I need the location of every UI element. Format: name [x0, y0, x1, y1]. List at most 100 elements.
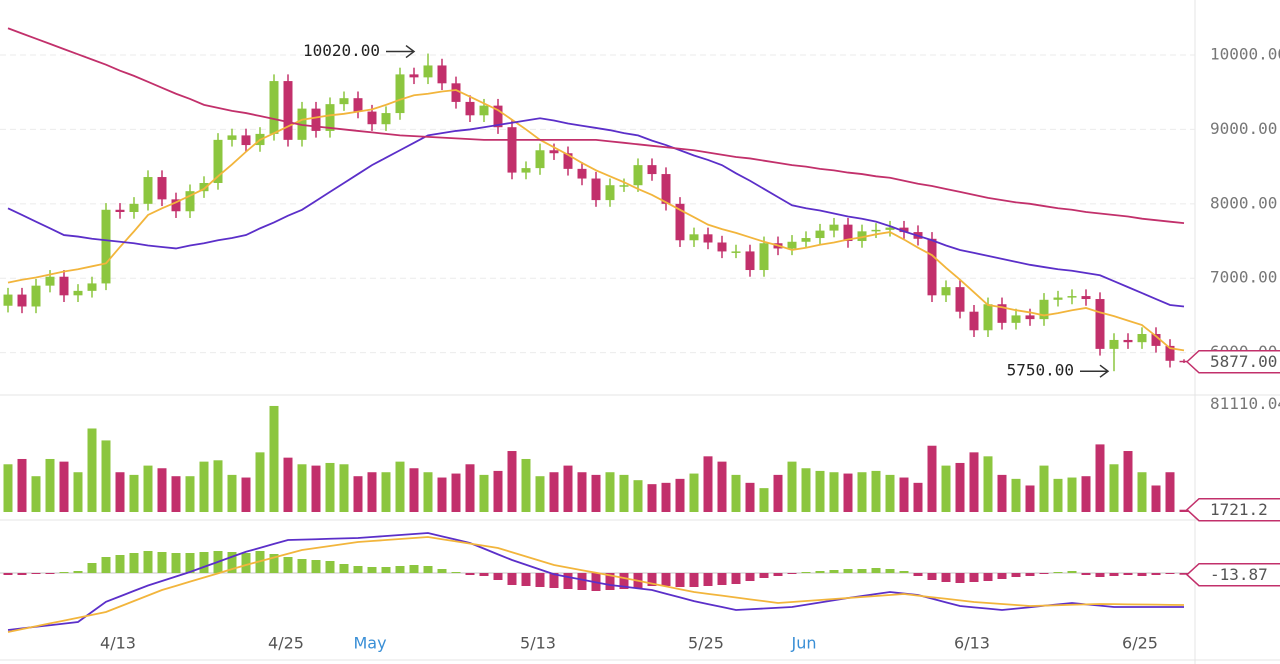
macd-histogram: [647, 573, 657, 586]
macd-histogram: [381, 567, 391, 573]
macd-histogram: [1025, 573, 1035, 576]
volume-bar: [157, 468, 167, 512]
volume-bar: [885, 474, 895, 512]
candle-body: [885, 227, 895, 230]
macd-histogram: [983, 573, 993, 581]
candle-body: [997, 304, 1007, 323]
candle-body: [577, 168, 587, 179]
candle-body: [619, 185, 629, 187]
macd-histogram: [3, 573, 13, 575]
volume-bar: [87, 428, 97, 512]
volume-bar: [675, 478, 685, 512]
volume-bar: [283, 457, 293, 512]
macd-histogram: [45, 573, 55, 574]
candle-body: [199, 182, 209, 192]
volume-bar: [1011, 478, 1021, 512]
candle-body: [437, 65, 447, 84]
candle-body: [703, 234, 713, 243]
y-tick-label: 8000.00: [1210, 193, 1277, 212]
macd-histogram: [297, 559, 307, 573]
annotation-arrowhead: [1099, 364, 1110, 378]
volume-bar: [423, 472, 433, 512]
macd-histogram: [171, 553, 181, 573]
candle-body: [1067, 296, 1077, 298]
macd-histogram: [535, 573, 545, 587]
value-tag: [1185, 562, 1280, 587]
volume-bar: [563, 465, 573, 512]
y-tick-label: 10000.00: [1210, 45, 1280, 64]
volume-bar: [899, 477, 909, 512]
volume-bar: [409, 468, 419, 512]
volume-bar: [1151, 485, 1161, 512]
candle-body: [423, 65, 433, 78]
x-tick-label: 5/13: [520, 634, 556, 653]
x-tick-label: 5/25: [688, 634, 724, 653]
volume-bar: [591, 474, 601, 512]
macd-histogram: [1151, 573, 1161, 575]
candle-body: [367, 111, 377, 125]
candle-body: [871, 229, 881, 232]
macd-histogram: [395, 566, 405, 573]
macd-histogram: [199, 552, 209, 573]
candle-body: [381, 113, 391, 125]
candle-body: [409, 74, 419, 78]
candle-body: [955, 287, 965, 312]
volume-bar: [3, 464, 13, 512]
volume-bar: [1165, 472, 1175, 512]
candle-body: [157, 177, 167, 200]
volume-bar: [815, 470, 825, 512]
candle-body: [1109, 339, 1119, 349]
macd-histogram: [1165, 573, 1175, 574]
macd-histogram: [143, 551, 153, 573]
volume-bar: [59, 461, 69, 512]
volume-bar: [941, 465, 951, 512]
volume-bar: [955, 462, 965, 512]
volume-bar: [997, 474, 1007, 512]
indicator-line: [7, 89, 1185, 352]
volume-bar: [45, 458, 55, 512]
candle-body: [311, 108, 321, 131]
candle-body: [465, 101, 475, 116]
macd-histogram: [731, 573, 741, 584]
volume-bar: [1109, 464, 1119, 512]
candle-body: [521, 168, 531, 173]
volume-bar: [871, 470, 881, 512]
volume-bar: [731, 474, 741, 512]
candle-body: [1179, 360, 1189, 363]
candle-body: [269, 81, 279, 134]
volume-bar: [311, 465, 321, 512]
candle-body: [927, 238, 937, 296]
candle-body: [213, 139, 223, 183]
candle-body: [45, 276, 55, 286]
candle-body: [353, 98, 363, 112]
macd-histogram: [1123, 573, 1133, 575]
indicator-line: [7, 532, 1184, 631]
volume-bar: [605, 472, 615, 512]
candle-body: [143, 177, 153, 204]
candle-body: [59, 276, 69, 296]
value-tag-label: -13.87: [1210, 565, 1268, 584]
macd-histogram: [885, 569, 895, 573]
macd-histogram: [1179, 573, 1189, 575]
volume-bar: [185, 476, 195, 512]
volume-bar: [619, 474, 629, 512]
candle-body: [759, 243, 769, 271]
macd-histogram: [955, 573, 965, 583]
candle-body: [185, 191, 195, 212]
volume-bar: [31, 476, 41, 512]
x-tick-label: 6/25: [1122, 634, 1158, 653]
macd-histogram: [1095, 573, 1105, 577]
volume-bar: [913, 482, 923, 512]
macd-histogram: [353, 566, 363, 573]
candle-body: [87, 283, 97, 291]
macd-histogram: [927, 573, 937, 580]
volume-bar: [703, 456, 713, 512]
macd-histogram: [829, 570, 839, 573]
macd-histogram: [269, 554, 279, 573]
candle-body: [843, 224, 853, 242]
volume-bar: [1137, 472, 1147, 512]
candle-body: [1137, 334, 1147, 343]
volume-bar: [773, 474, 783, 512]
candle-body: [129, 203, 139, 213]
